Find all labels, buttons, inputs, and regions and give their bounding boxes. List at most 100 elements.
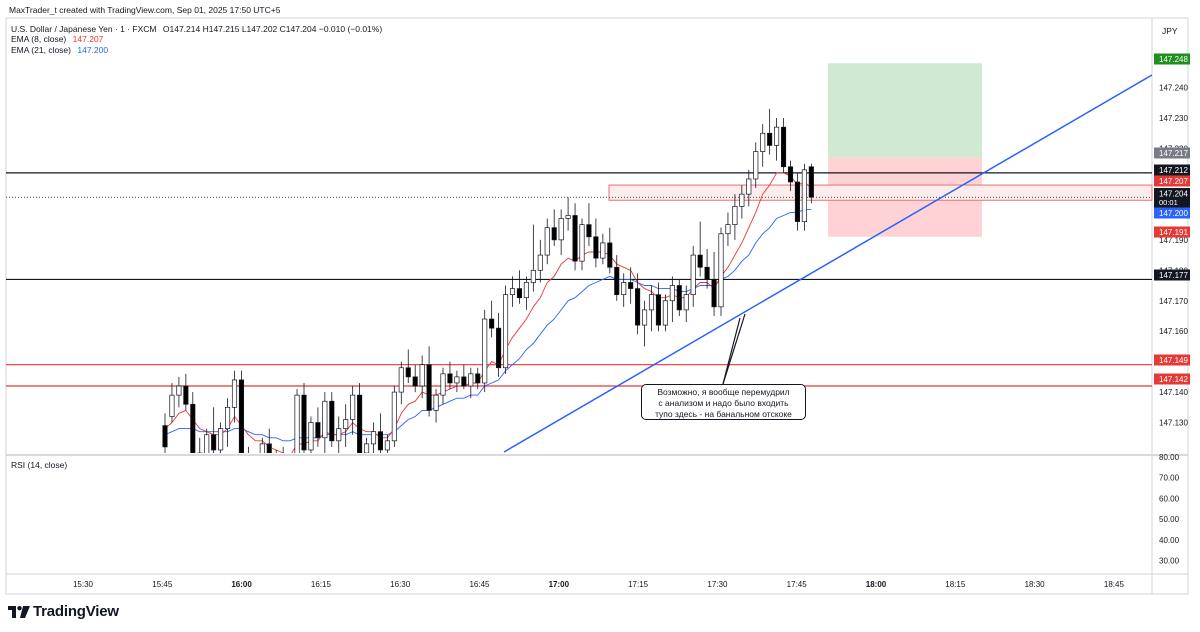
candle-body bbox=[461, 376, 467, 387]
annotation-callout[interactable]: Возможно, я вообще перемудрил с анализом… bbox=[641, 384, 806, 420]
candle-body bbox=[655, 294, 662, 326]
time-tick-label: 16:00 bbox=[231, 580, 252, 589]
candle-body bbox=[301, 394, 307, 451]
candle-body bbox=[787, 166, 794, 183]
candle-body bbox=[544, 227, 550, 256]
candle-body bbox=[190, 403, 196, 453]
symbol-legend: U.S. Dollar / Japanese Yen · 1 · FXCM O1… bbox=[11, 24, 386, 34]
candle-body bbox=[468, 373, 474, 387]
price-badge bbox=[1154, 175, 1190, 187]
price-badge-label: 147.177 bbox=[1159, 271, 1188, 280]
candle-body bbox=[405, 367, 411, 378]
candle-body bbox=[600, 242, 606, 259]
candle-body bbox=[593, 236, 599, 259]
price-tick-label: 147.240 bbox=[1159, 84, 1188, 93]
ema21-legend[interactable]: EMA (21, close) 147.200 bbox=[11, 45, 112, 55]
candle-body bbox=[489, 318, 495, 329]
candle-body bbox=[572, 215, 578, 262]
candle-body bbox=[336, 428, 342, 442]
candle-body bbox=[628, 282, 634, 289]
ema8-legend[interactable]: EMA (8, close) 147.207 bbox=[11, 34, 107, 44]
time-tick-label: 18:00 bbox=[866, 580, 887, 589]
ema8-value: 147.207 bbox=[72, 34, 104, 44]
price-badge bbox=[1154, 147, 1190, 159]
resistance-zone bbox=[608, 184, 1153, 201]
price-badge-label: 147.191 bbox=[1159, 228, 1188, 237]
price-tick-label: 147.160 bbox=[1159, 327, 1188, 336]
candle-body bbox=[475, 373, 481, 384]
time-tick-label: 15:30 bbox=[73, 580, 94, 589]
candle-body bbox=[662, 300, 668, 326]
price-badge-label: 147.217 bbox=[1159, 149, 1188, 158]
candle-body bbox=[767, 132, 773, 146]
candle-body bbox=[565, 215, 571, 219]
candle-body bbox=[753, 151, 759, 180]
annotation-line: с анализом и надо было входить bbox=[658, 398, 789, 408]
candle-body bbox=[412, 376, 418, 387]
candle-body bbox=[579, 224, 585, 262]
trendline bbox=[503, 74, 1152, 453]
symbol-name[interactable]: U.S. Dollar / Japanese Yen · 1 · FXCM bbox=[11, 24, 157, 34]
candle-body bbox=[162, 425, 168, 448]
candle-body bbox=[281, 456, 285, 468]
price-tick-label: 147.190 bbox=[1159, 236, 1188, 245]
candle-body bbox=[523, 282, 529, 299]
candle-body bbox=[551, 227, 557, 241]
price-badge bbox=[1154, 269, 1190, 281]
price-badge-label: 147.204 bbox=[1159, 190, 1188, 199]
tradingview-logo-icon bbox=[8, 606, 30, 618]
candle-body bbox=[426, 364, 432, 411]
price-badge-label: 147.142 bbox=[1159, 375, 1188, 384]
candle-body bbox=[370, 431, 377, 445]
candle-body bbox=[197, 452, 203, 453]
tradingview-brand[interactable]: TradingView bbox=[33, 603, 119, 620]
candle-body bbox=[697, 254, 703, 268]
rsi-tick-label: 80.00 bbox=[1159, 453, 1180, 462]
candle-body bbox=[558, 218, 564, 241]
time-tick-label: 18:45 bbox=[1104, 580, 1125, 589]
rsi-tick-label: 30.00 bbox=[1159, 557, 1180, 566]
candle-body bbox=[760, 132, 766, 152]
rsi-legend[interactable]: RSI (14, close) bbox=[11, 460, 68, 470]
currency-button[interactable]: JPY bbox=[1162, 26, 1178, 36]
price-badge bbox=[1154, 188, 1190, 208]
candle-body bbox=[183, 385, 189, 405]
candle-body bbox=[357, 394, 363, 453]
candle-body bbox=[447, 373, 453, 384]
annotation-line: тупо здесь - на банальном отскоке bbox=[655, 409, 792, 419]
time-tick-label: 17:00 bbox=[549, 580, 570, 589]
candles-group bbox=[162, 74, 1152, 468]
price-tick-label: 147.170 bbox=[1159, 297, 1188, 306]
ema8-label: EMA (8, close) bbox=[11, 34, 67, 44]
candle-body bbox=[516, 288, 523, 299]
annotation-pointer bbox=[722, 317, 741, 385]
candle-body bbox=[343, 419, 349, 429]
price-badge-label: 147.248 bbox=[1159, 55, 1188, 64]
price-badge-label: 147.149 bbox=[1159, 356, 1188, 365]
candle-body bbox=[308, 422, 314, 451]
candle-body bbox=[537, 254, 543, 271]
candle-body bbox=[586, 224, 592, 238]
candle-body bbox=[648, 294, 655, 311]
price-badge bbox=[1154, 226, 1190, 238]
time-tick-label: 16:15 bbox=[311, 580, 332, 589]
candle-body bbox=[274, 456, 278, 465]
candle-body bbox=[364, 443, 370, 453]
candle-body bbox=[204, 434, 210, 453]
rsi-tick-label: 70.00 bbox=[1159, 474, 1180, 483]
price-axis-frame bbox=[1151, 17, 1189, 595]
time-tick-label: 18:30 bbox=[1025, 580, 1046, 589]
candle-body bbox=[294, 394, 300, 453]
time-tick-label: 17:15 bbox=[628, 580, 649, 589]
candle-body bbox=[780, 126, 787, 168]
price-badge bbox=[1154, 164, 1190, 176]
price-badge-countdown: 00:01 bbox=[1159, 198, 1178, 207]
price-badge bbox=[1154, 53, 1190, 65]
candle-body bbox=[725, 224, 731, 235]
price-badge bbox=[1154, 354, 1190, 366]
candle-body bbox=[238, 379, 245, 453]
candle-body bbox=[621, 282, 627, 296]
candle-body bbox=[704, 266, 710, 280]
candle-body bbox=[433, 394, 439, 411]
